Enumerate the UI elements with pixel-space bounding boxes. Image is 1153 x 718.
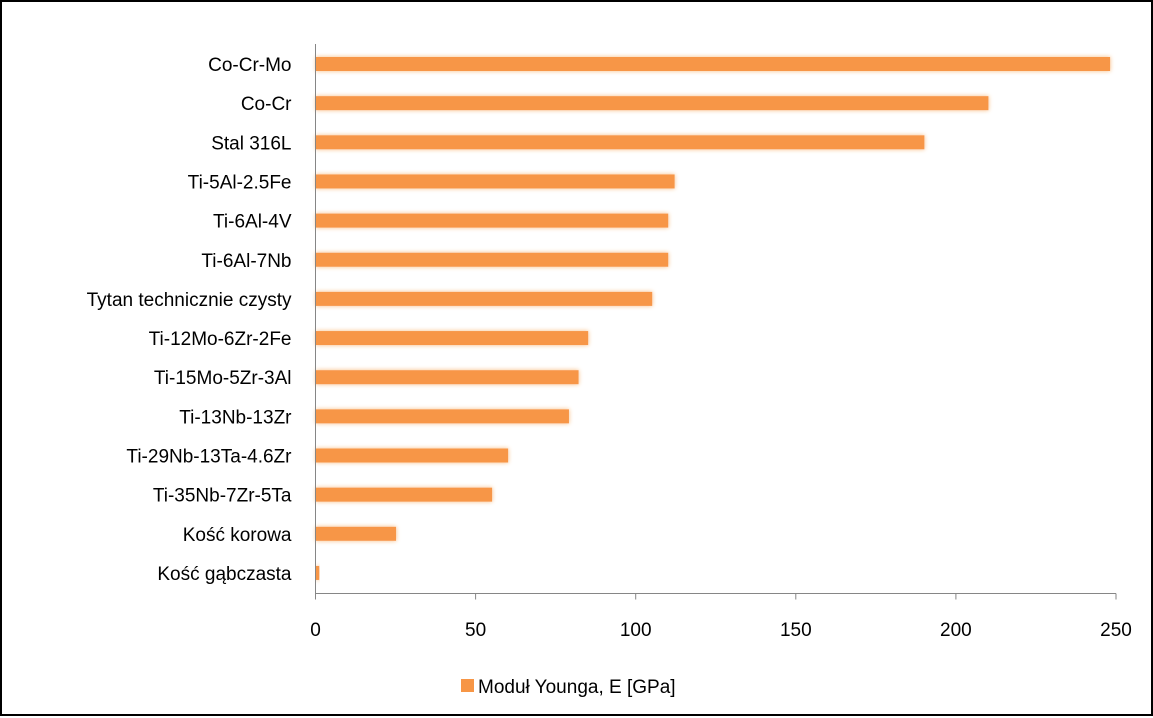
category-label: Ti-15Mo-5Zr-3Al xyxy=(154,368,292,389)
category-label: Ti-12Mo-6Zr-2Fe xyxy=(149,329,292,350)
bar-3 xyxy=(316,135,925,150)
x-tick-label: 250 xyxy=(1100,620,1132,641)
x-tick-label: 100 xyxy=(620,620,652,641)
category-label: Ti-6Al-7Nb xyxy=(201,251,291,272)
bar-11 xyxy=(316,448,509,463)
axes xyxy=(315,44,1117,600)
category-label: Ti-35Nb-7Zr-5Ta xyxy=(153,486,292,507)
category-label: Kość korowa xyxy=(183,525,292,546)
legend-label: Moduł Younga, E [GPa] xyxy=(478,677,676,698)
bar-10 xyxy=(316,409,569,424)
category-label: Tytan technicznie czysty xyxy=(87,290,292,311)
category-label: Kość gąbczasta xyxy=(157,564,292,585)
category-labels: Co-Cr-Mo Co-Cr Stal 316L Ti-5Al-2.5Fe Ti-6Al… xyxy=(87,55,293,585)
bar-14 xyxy=(316,565,320,580)
bar-9 xyxy=(316,370,579,385)
category-label: Ti-13Nb-13Zr xyxy=(179,407,292,428)
bar-8 xyxy=(316,331,589,346)
category-label: Ti-6Al-4V xyxy=(213,212,292,233)
category-label: Stal 316L xyxy=(211,133,291,154)
x-tick-label: 150 xyxy=(780,620,812,641)
category-label: Co-Cr-Mo xyxy=(208,55,291,76)
legend: Moduł Younga, E [GPa] xyxy=(461,677,676,698)
category-label: Ti-29Nb-13Ta-4.6Zr xyxy=(126,447,292,468)
x-tick-label: 200 xyxy=(940,620,972,641)
bar-2 xyxy=(316,96,989,111)
x-tick-label: 50 xyxy=(465,620,486,641)
category-label: Ti-5Al-2.5Fe xyxy=(188,172,292,193)
bar-1 xyxy=(316,57,1111,71)
bar-13 xyxy=(316,526,397,541)
category-label: Co-Cr xyxy=(241,94,292,115)
bar-7 xyxy=(316,291,653,306)
bar-12 xyxy=(316,487,493,502)
bars-layer xyxy=(316,57,1111,580)
x-tick-label: 0 xyxy=(310,620,321,641)
bar-6 xyxy=(316,252,669,267)
legend-swatch xyxy=(461,679,474,692)
bar-4 xyxy=(316,174,675,189)
bar-5 xyxy=(316,213,669,228)
tick-labels: 0 50 100 150 200 250 xyxy=(310,620,1132,641)
